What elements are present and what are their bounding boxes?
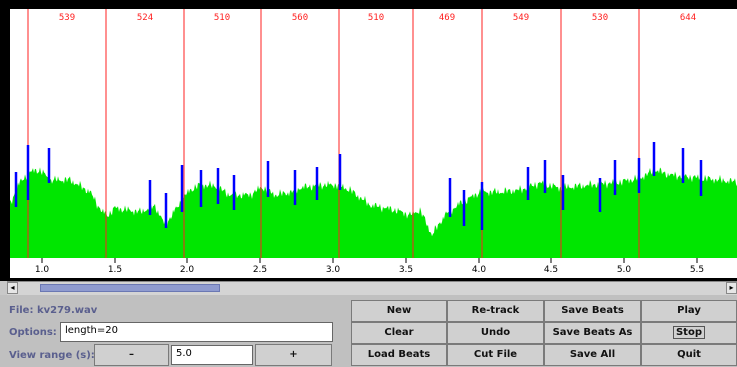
segment-value-label: 530: [592, 13, 608, 23]
stop-button[interactable]: Stop: [641, 322, 737, 344]
segment-lines: [27, 9, 640, 258]
time-tick-label: 2.5: [253, 265, 267, 275]
save-all-button[interactable]: Save All: [544, 344, 641, 366]
view-range-decrease-button[interactable]: –: [94, 344, 169, 366]
cut-file-button[interactable]: Cut File: [447, 344, 544, 366]
segment-value-label: 560: [292, 13, 308, 23]
time-tick-label: 3.5: [399, 265, 413, 275]
options-label: Options:: [9, 327, 57, 338]
beat-markers: [14, 142, 703, 230]
segment-value-label: 539: [59, 13, 75, 23]
time-axis: [10, 258, 737, 278]
time-tick-label: 4.0: [472, 265, 487, 275]
file-label: File: kv279.wav: [9, 305, 98, 316]
time-tick-label: 2.0: [180, 265, 195, 275]
scroll-thumb[interactable]: [40, 284, 220, 292]
quit-button[interactable]: Quit: [641, 344, 737, 366]
time-tick-label: 1.0: [35, 265, 50, 275]
view-range-input[interactable]: 5.0: [171, 345, 253, 365]
time-tick-label: 1.5: [108, 265, 122, 275]
segment-value-label: 510: [214, 13, 230, 23]
undo-button[interactable]: Undo: [447, 322, 544, 344]
segment-value-label: 524: [137, 13, 153, 23]
segment-labels: 539 524 510 560 510 469 549 530 644: [59, 13, 696, 23]
audio-envelope: [10, 167, 737, 258]
time-ticks: 1.0 1.5 2.0 2.5 3.0 3.5 4.0 4.5 5.0 5.5: [35, 258, 704, 275]
segment-value-label: 644: [680, 13, 696, 23]
load-beats-button[interactable]: Load Beats: [351, 344, 447, 366]
view-range-label: View range (s):: [9, 350, 95, 361]
view-range-increase-button[interactable]: +: [255, 344, 332, 366]
time-tick-label: 5.0: [617, 265, 632, 275]
segment-value-label: 510: [368, 13, 384, 23]
scroll-left-icon[interactable]: ◂: [7, 282, 18, 294]
time-tick-label: 5.5: [690, 265, 704, 275]
play-button[interactable]: Play: [641, 300, 737, 322]
options-input[interactable]: length=20: [60, 322, 333, 342]
clear-button[interactable]: Clear: [351, 322, 447, 344]
segment-value-label: 469: [439, 13, 455, 23]
segment-value-label: 549: [513, 13, 529, 23]
save-beats-button[interactable]: Save Beats: [544, 300, 641, 322]
time-tick-label: 3.0: [326, 265, 341, 275]
time-tick-label: 4.5: [544, 265, 558, 275]
retrack-button[interactable]: Re-track: [447, 300, 544, 322]
new-button[interactable]: New: [351, 300, 447, 322]
scroll-right-icon[interactable]: ▸: [726, 282, 737, 294]
save-beats-as-button[interactable]: Save Beats As: [544, 322, 641, 344]
waveform-view[interactable]: 539 524 510 560 510 469 549 530 644 1.0 1.5 2.0 2.5…: [0, 0, 737, 281]
waveform-canvas[interactable]: 539 524 510 560 510 469 549 530 644 1.0 1.5 2.0 2.5…: [0, 0, 737, 281]
control-panel: File: kv279.wav Options: length=20 View …: [0, 295, 737, 367]
stop-label: Stop: [672, 326, 706, 339]
horizontal-scrollbar[interactable]: ◂ ▸: [7, 281, 737, 295]
